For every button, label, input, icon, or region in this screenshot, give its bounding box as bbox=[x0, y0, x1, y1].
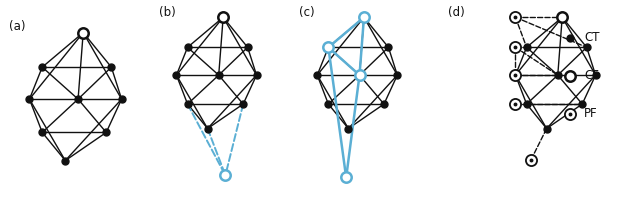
Text: (c): (c) bbox=[300, 6, 315, 19]
Text: CT: CT bbox=[584, 32, 600, 45]
Text: PF: PF bbox=[584, 107, 598, 120]
Text: (d): (d) bbox=[447, 6, 465, 19]
Text: (b): (b) bbox=[159, 6, 175, 19]
Text: (a): (a) bbox=[9, 20, 26, 33]
Text: CF: CF bbox=[584, 69, 599, 82]
